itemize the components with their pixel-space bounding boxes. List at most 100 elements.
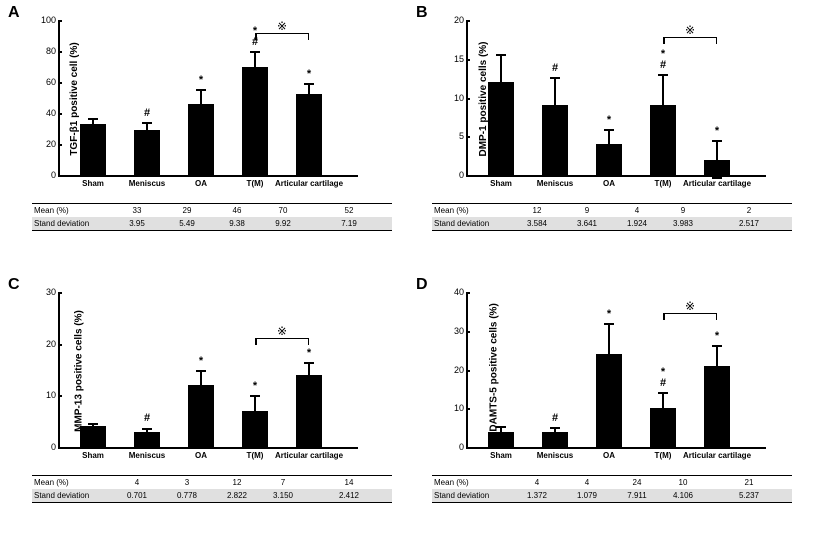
x-tick-label: Meniscus <box>129 447 165 460</box>
table-row: Mean (%)4312714 <box>32 476 392 489</box>
bracket-mark: ※ <box>685 23 695 37</box>
panel-label: B <box>416 4 428 22</box>
comparison-bracket <box>663 37 717 43</box>
bracket-mark: ※ <box>685 299 695 313</box>
cell: 2 <box>706 204 792 217</box>
chart-area: DMP-1 positive cells (%)05101520Sham#Men… <box>466 22 766 177</box>
error-bar <box>308 362 310 387</box>
y-tick: 5 <box>459 131 468 141</box>
error-bar <box>662 74 664 136</box>
y-tick: 40 <box>454 287 468 297</box>
significance-mark: # <box>552 413 558 424</box>
panel-label: A <box>8 4 20 22</box>
chart-area: TGF-β1 positive cell (%)020406080100Sham… <box>58 22 358 177</box>
error-bar <box>608 129 610 159</box>
cell: 1.924 <box>614 217 660 230</box>
bar: * <box>296 94 322 175</box>
bar: *# <box>242 67 268 176</box>
table-row: Mean (%)3329467052 <box>32 204 392 217</box>
row-header: Mean (%) <box>432 476 514 489</box>
error-bar <box>554 427 556 435</box>
significance-mark: *# <box>660 49 666 71</box>
row-header: Mean (%) <box>432 204 514 217</box>
x-tick-label: T(M) <box>247 175 264 188</box>
cell: 2.412 <box>306 489 392 502</box>
cell: 3.983 <box>660 217 706 230</box>
error-bar <box>200 89 202 118</box>
y-tick: 20 <box>46 139 60 149</box>
bar <box>80 124 106 175</box>
bar: *# <box>650 105 676 175</box>
y-tick: 30 <box>46 287 60 297</box>
cell: 12 <box>214 476 260 489</box>
significance-mark: * <box>199 356 203 367</box>
cell: 70 <box>260 204 306 217</box>
cell: 9.38 <box>214 217 260 230</box>
y-tick: 20 <box>46 339 60 349</box>
significance-mark: # <box>144 108 150 119</box>
cell: 3.95 <box>114 217 160 230</box>
cell: 52 <box>306 204 392 217</box>
x-tick-label: T(M) <box>247 447 264 460</box>
cell: 4 <box>614 204 660 217</box>
y-tick: 30 <box>454 326 468 336</box>
cell: 5.49 <box>160 217 214 230</box>
table-row: Mean (%)129492 <box>432 204 792 217</box>
error-bar <box>716 345 718 386</box>
y-tick: 10 <box>46 390 60 400</box>
significance-mark: * <box>307 348 311 359</box>
significance-mark: * <box>253 381 257 392</box>
cell: 12 <box>514 204 560 217</box>
bracket-mark: ※ <box>277 19 287 33</box>
significance-mark: * <box>715 126 719 137</box>
bar: # <box>542 432 568 448</box>
table-rule <box>32 230 392 231</box>
significance-mark: # <box>144 413 150 424</box>
error-bar <box>200 370 202 399</box>
error-bar <box>254 395 256 428</box>
significance-mark: * <box>607 115 611 126</box>
row-header: Stand deviation <box>432 217 514 230</box>
x-tick-label: Sham <box>82 447 104 460</box>
cell: 9.92 <box>260 217 306 230</box>
table-rule <box>32 475 392 476</box>
error-bar <box>146 122 148 139</box>
row-header: Stand deviation <box>32 217 114 230</box>
bar: * <box>242 411 268 447</box>
bar: * <box>188 104 214 175</box>
cell: 7.911 <box>614 489 660 502</box>
cell: 3 <box>160 476 214 489</box>
cell: 29 <box>160 204 214 217</box>
table-row: Stand deviation0.7010.7782.8223.1502.412 <box>32 489 392 502</box>
bar: * <box>296 375 322 447</box>
y-tick: 100 <box>41 15 60 25</box>
y-tick: 40 <box>46 108 60 118</box>
x-tick-label: Articular cartilage <box>275 175 343 188</box>
bar <box>488 432 514 448</box>
table-row: Stand deviation3.955.499.389.927.19 <box>32 217 392 230</box>
y-tick: 10 <box>454 403 468 413</box>
cell: 7 <box>260 476 306 489</box>
significance-mark: * <box>307 69 311 80</box>
table-row: Stand deviation1.3721.0797.9114.1065.237 <box>432 489 792 502</box>
cell: 4 <box>114 476 160 489</box>
y-tick: 15 <box>454 54 468 64</box>
chart: ADAMTS-5 positive cells (%)010203040Sham… <box>466 294 766 449</box>
x-tick-label: Meniscus <box>537 175 573 188</box>
error-bar <box>92 118 94 130</box>
x-tick-label: Sham <box>82 175 104 188</box>
x-tick-label: Articular cartilage <box>683 447 751 460</box>
y-tick: 80 <box>46 46 60 56</box>
cell: 5.237 <box>706 489 792 502</box>
x-tick-label: Sham <box>490 175 512 188</box>
chart-area: MMP-13 positive cells (%)0102030Sham#Men… <box>58 294 358 449</box>
chart: DMP-1 positive cells (%)05101520Sham#Men… <box>466 22 766 177</box>
cell: 4 <box>514 476 560 489</box>
cell: 3.150 <box>260 489 306 502</box>
error-bar <box>500 426 502 437</box>
error-bar <box>662 392 664 424</box>
error-bar <box>500 54 502 110</box>
y-tick: 0 <box>459 170 468 180</box>
y-axis-label: TGF-β1 positive cell (%) <box>69 42 80 155</box>
table-rule <box>432 475 792 476</box>
